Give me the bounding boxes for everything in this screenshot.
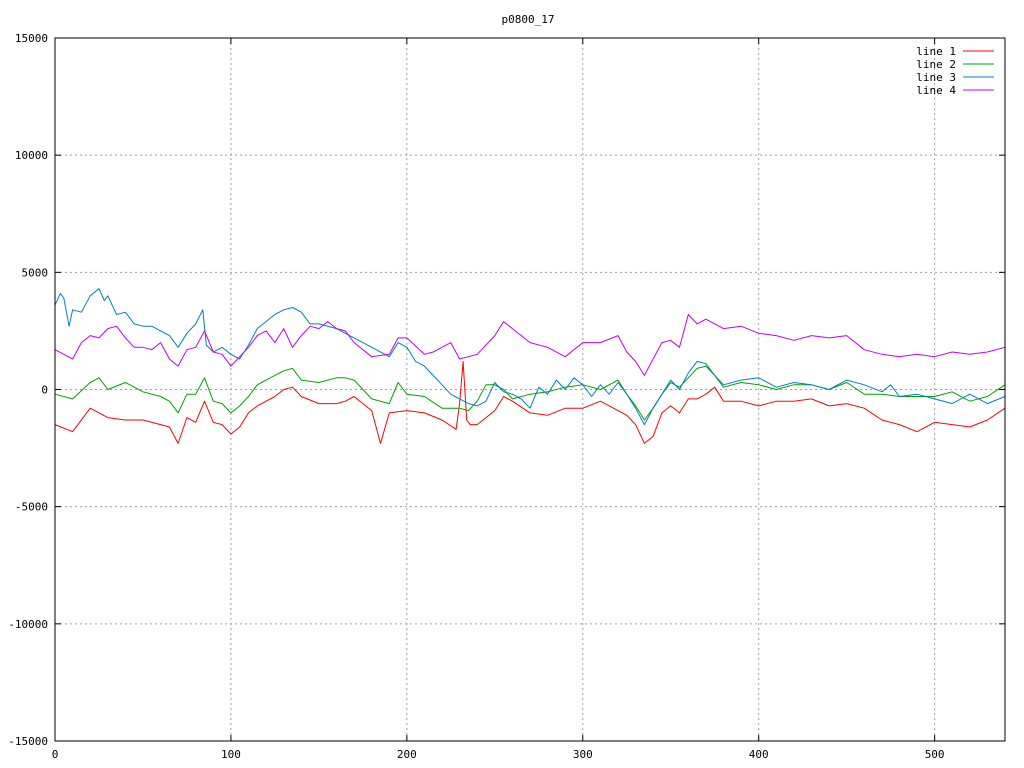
x-tick-label: 500 (925, 748, 945, 761)
series-line-2 (54, 365, 1006, 421)
y-tick-label: -10000 (8, 618, 48, 631)
x-tick-label: 0 (52, 748, 59, 761)
y-tick-label: 5000 (22, 266, 49, 279)
axis-ticks: -15000 -10000 -5000 0 5000 10000 15000 0 100 200 3… (8, 32, 1005, 761)
series-group (54, 288, 1006, 444)
legend-label-3: line 3 (916, 71, 956, 84)
legend-label-1: line 1 (916, 45, 956, 58)
x-tick-label: 300 (573, 748, 593, 761)
grid (55, 38, 1005, 741)
series-line-4 (54, 314, 1006, 376)
legend-label-4: line 4 (916, 84, 956, 97)
y-tick-label: 10000 (15, 149, 48, 162)
legend-label-2: line 2 (916, 58, 956, 71)
y-tick-label: 0 (41, 384, 48, 397)
series-line-3 (54, 288, 1006, 426)
x-tick-label: 200 (397, 748, 417, 761)
x-tick-label: 400 (749, 748, 769, 761)
y-tick-label: 15000 (15, 32, 48, 45)
y-tick-label: -15000 (8, 735, 48, 748)
y-tick-label: -5000 (15, 501, 48, 514)
x-tick-label: 100 (221, 748, 241, 761)
series-line-1 (54, 360, 1006, 444)
chart-title: p0800_17 (502, 13, 555, 26)
